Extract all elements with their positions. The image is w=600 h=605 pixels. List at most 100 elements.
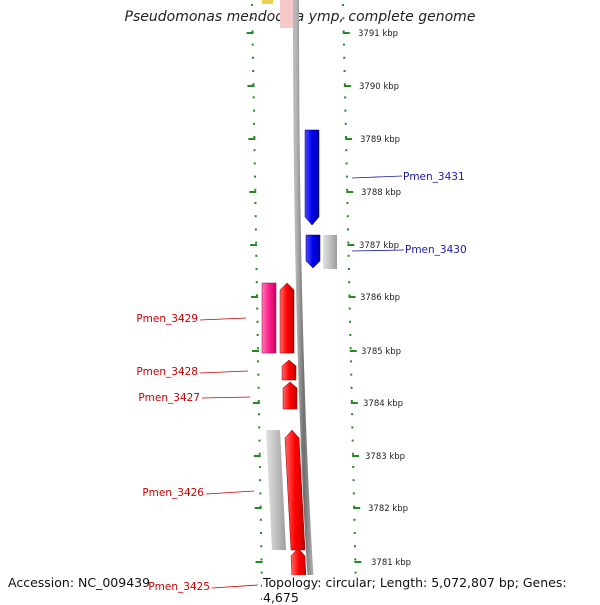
gene-label-pmen-3426[interactable]: Pmen_3426 — [142, 487, 204, 499]
outer-dotted-ring — [342, 4, 362, 600]
gene-label-pmen-3429[interactable]: Pmen_3429 — [136, 313, 198, 325]
ring-dot — [344, 136, 347, 138]
gene-label-pmen-3428[interactable]: Pmen_3428 — [136, 366, 198, 378]
ring-dot — [253, 122, 256, 125]
ring-dot — [257, 373, 260, 376]
ring-dot — [252, 109, 255, 112]
kbp-tick-label: 3788 kbp — [361, 188, 401, 198]
ring-dot — [259, 518, 262, 521]
ring-dot — [351, 413, 354, 416]
ring-dot — [346, 202, 349, 204]
kbp-tick-label: 3781 kbp — [371, 558, 411, 568]
gene-pmen-3429[interactable] — [279, 282, 295, 354]
ring-dot — [349, 347, 352, 350]
ring-dot — [342, 30, 345, 33]
gene-pmen-3431[interactable] — [304, 129, 320, 226]
gene-pmen-3426[interactable] — [284, 429, 306, 551]
kbp-tick-label: 3786 kbp — [360, 293, 400, 303]
leader-line — [351, 249, 405, 252]
kbp-tick-label: 3789 kbp — [360, 135, 400, 145]
gene-label-pmen-3431[interactable]: Pmen_3431 — [403, 171, 465, 183]
kbp-tick-label: 3791 kbp — [358, 29, 398, 39]
kbp-tick-label: 3784 kbp — [363, 399, 403, 409]
ring-dot — [349, 360, 352, 363]
ring-dot — [251, 4, 254, 6]
gene-pmen-3427[interactable] — [282, 381, 298, 410]
leader-line — [201, 396, 251, 399]
ring-dot — [258, 426, 261, 429]
ring-dot — [347, 268, 350, 270]
kbp-tick-label: 3783 kbp — [365, 452, 405, 462]
ring-dot — [257, 360, 260, 363]
ring-dot — [258, 452, 261, 455]
ring-dot — [345, 149, 348, 152]
gene-pmen-3428[interactable] — [281, 359, 297, 381]
ring-dot — [255, 241, 258, 244]
feature-gray-3782 — [266, 430, 286, 550]
partial-feature-top — [262, 0, 273, 4]
ring-dot — [348, 307, 351, 310]
gene-label-pmen-3430[interactable]: Pmen_3430 — [405, 244, 467, 256]
leader-line — [205, 490, 255, 495]
leader-line — [211, 584, 259, 589]
ring-dot — [342, 4, 345, 6]
ring-dot — [344, 96, 347, 99]
ring-dot — [349, 320, 352, 323]
ring-dot — [254, 188, 257, 191]
genome-backbone — [293, 0, 315, 600]
ring-dot — [255, 254, 258, 257]
ring-dot — [354, 571, 357, 574]
ring-dot — [257, 400, 260, 402]
ring-dot — [256, 294, 259, 297]
ring-dot — [342, 43, 345, 46]
gene-pmen-3430[interactable] — [305, 234, 321, 269]
ring-dot — [251, 56, 254, 59]
ring-dot — [260, 571, 263, 574]
ring-dot — [353, 518, 356, 521]
ring-dot — [354, 558, 357, 561]
ring-dot — [343, 83, 346, 86]
ring-dot — [350, 373, 353, 376]
gene-label-pmen-3425[interactable]: Pmen_3425 — [148, 581, 210, 593]
ring-dot — [252, 70, 255, 72]
leader-line — [199, 370, 249, 374]
ring-dot — [343, 70, 346, 72]
partial-feature-top — [280, 0, 296, 28]
leader-line — [351, 175, 403, 179]
ring-dot — [260, 545, 263, 548]
kbp-tick-label: 3785 kbp — [361, 347, 401, 357]
ring-dot — [348, 281, 351, 284]
ring-dot — [251, 30, 254, 33]
ring-dot — [254, 202, 257, 204]
accession-text: Accession: NC_009439 — [8, 575, 151, 590]
ring-dot — [350, 400, 353, 402]
ring-dot — [253, 136, 256, 138]
leader-line — [199, 317, 247, 321]
gene-label-pmen-3427[interactable]: Pmen_3427 — [138, 392, 200, 404]
ring-dot — [254, 228, 257, 231]
ring-dot — [251, 43, 254, 46]
ring-dot — [254, 215, 257, 218]
ring-dot — [253, 162, 256, 165]
ring-dot — [259, 479, 262, 482]
ring-dot — [352, 479, 355, 482]
inner-dotted-ring — [246, 4, 264, 600]
ring-dot — [344, 109, 347, 112]
map-title: Pseudomonas mendocina ymp, complete geno… — [124, 9, 476, 25]
ring-dot — [260, 584, 263, 587]
feature-gray-3787 — [323, 235, 337, 269]
ring-dot — [346, 188, 349, 191]
kbp-tick-label: 3782 kbp — [368, 504, 408, 514]
ring-dot — [253, 149, 256, 152]
ring-dot — [347, 241, 350, 244]
kbp-tick-label: 3787 kbp — [359, 241, 399, 251]
ring-dot — [352, 466, 355, 468]
ring-dot — [253, 175, 256, 178]
ring-dot — [349, 334, 352, 336]
rna-feature-pmen-3429 — [261, 282, 277, 354]
ring-dot — [256, 334, 259, 336]
ring-dot — [251, 17, 254, 20]
ring-dot — [252, 83, 255, 86]
ring-dot — [347, 228, 350, 231]
